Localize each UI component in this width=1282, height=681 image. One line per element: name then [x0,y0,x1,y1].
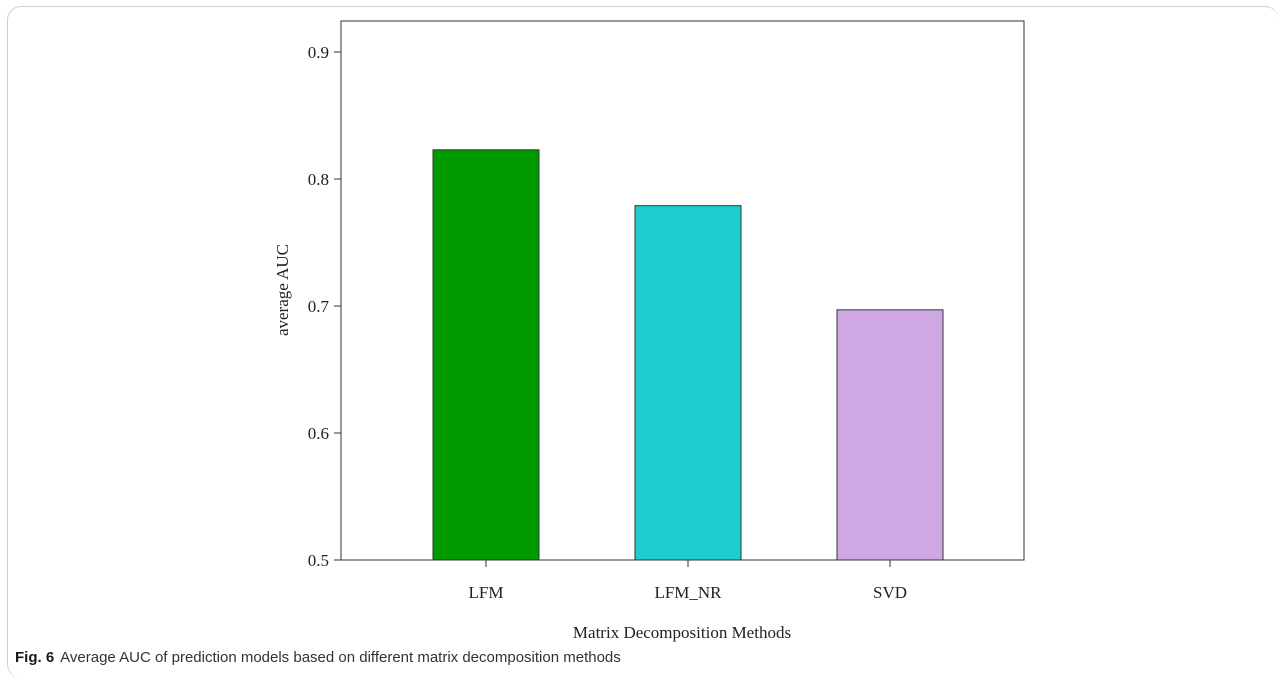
x-axis-ticks: LFM LFM_NR SVD [469,560,907,602]
y-tick-label: 0.8 [308,170,329,189]
y-tick-label: 0.5 [308,551,329,570]
bar-lfm-nr [634,205,742,561]
bars [432,149,944,561]
x-tick-label: LFM [469,583,504,602]
y-axis-title: average AUC [273,244,292,336]
y-tick-label: 0.6 [308,424,329,443]
x-tick-label: LFM_NR [654,583,722,602]
figure-frame [7,6,1279,678]
y-axis-ticks: 0.5 0.6 0.7 0.8 0.9 [308,43,341,570]
bar-lfm [432,149,540,561]
y-tick-label: 0.9 [308,43,329,62]
figure-label: Fig. 6 [15,649,55,666]
bar-svd [836,309,944,561]
figure-caption: Fig. 6 Average AUC of prediction models b… [15,649,621,666]
y-tick-label: 0.7 [308,297,330,316]
x-tick-label: SVD [873,583,907,602]
caption-text: Average AUC of prediction models based o… [60,649,621,666]
x-axis-title: Matrix Decomposition Methods [573,623,791,642]
